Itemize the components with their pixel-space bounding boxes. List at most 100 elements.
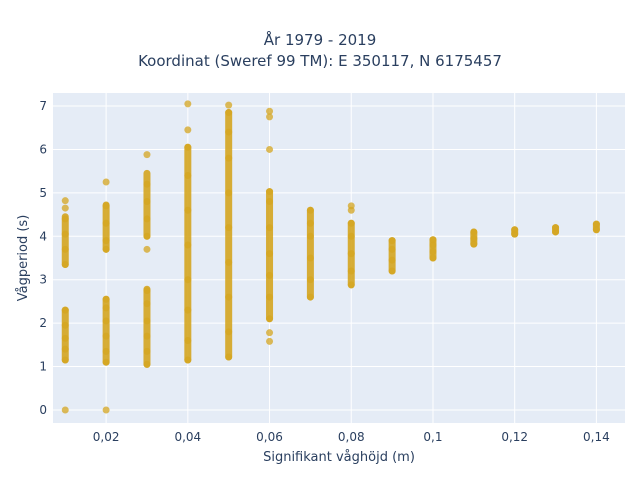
scatter-point (61, 245, 69, 253)
scatter-point (61, 345, 69, 353)
scatter-point (184, 356, 192, 364)
scatter-point (184, 306, 192, 314)
chart-title-line2: Koordinat (Sweref 99 TM): E 350117, N 61… (138, 52, 502, 70)
scatter-point (225, 189, 233, 197)
x-axis-title: Signifikant våghöjd (m) (263, 450, 415, 465)
scatter-point (184, 337, 192, 344)
scatter-point (184, 276, 192, 284)
scatter-point (306, 276, 314, 284)
scatter-point (61, 261, 69, 269)
scatter-point (184, 143, 192, 151)
scatter-point (470, 234, 478, 242)
scatter-point (266, 107, 274, 115)
scatter-point (266, 224, 274, 232)
scatter-point (225, 258, 233, 266)
y-tick-label: 2 (39, 316, 47, 330)
y-tick-label: 4 (39, 229, 47, 243)
scatter-point (102, 202, 110, 210)
scatter-point (347, 250, 355, 258)
scatter-point (184, 126, 192, 134)
scatter-point (102, 406, 110, 414)
scatter-point (61, 230, 69, 238)
x-tick-label: 0,04 (174, 430, 201, 444)
scatter-point (266, 113, 274, 121)
scatter-point (184, 241, 192, 249)
scatter-point (225, 101, 233, 109)
scatter-point (225, 109, 233, 117)
scatter-point (388, 237, 396, 245)
scatter-point (184, 172, 192, 179)
y-tick-label: 3 (39, 273, 47, 287)
scatter-point (102, 237, 110, 245)
y-tick-label: 7 (39, 99, 47, 113)
scatter-point (102, 295, 110, 303)
y-tick-label: 5 (39, 186, 47, 200)
y-tick-label: 1 (39, 360, 47, 374)
y-axis-title: Vågperiod (s) (16, 215, 31, 302)
scatter-point (225, 128, 233, 136)
data-marks (61, 100, 600, 414)
scatter-point (225, 293, 233, 301)
scatter-point (347, 202, 355, 210)
scatter-point (266, 293, 274, 301)
scatter-point (184, 100, 192, 108)
scatter-point (61, 204, 69, 212)
scatter-point (266, 271, 274, 279)
scatter-point (429, 247, 437, 255)
scatter-point (143, 151, 151, 159)
x-tick-label: 0,14 (583, 430, 610, 444)
scatter-point (61, 197, 69, 205)
scatter-point (143, 300, 151, 308)
scatter-point (61, 334, 69, 342)
scatter-point (388, 267, 396, 275)
scatter-point (143, 332, 151, 340)
scatter-point (511, 226, 519, 234)
scatter-point (388, 245, 396, 253)
y-tick-label: 6 (39, 142, 47, 156)
scatter-point (102, 219, 110, 227)
scatter-point (347, 267, 355, 275)
scatter-point (61, 406, 69, 414)
scatter-point (266, 145, 274, 153)
scatter-point (266, 198, 274, 206)
scatter-point (61, 215, 69, 223)
x-tick-label: 0,12 (501, 430, 528, 444)
scatter-point (347, 281, 355, 289)
scatter-point (470, 240, 478, 248)
chart-title: År 1979 - 2019 Koordinat (Sweref 99 TM):… (0, 30, 640, 72)
scatter-point (470, 228, 478, 236)
scatter-point (143, 347, 151, 355)
scatter-point (143, 287, 151, 295)
scatter-point (143, 317, 151, 325)
scatter-point (429, 254, 437, 262)
scatter-point (102, 317, 110, 325)
scatter-point (102, 332, 110, 340)
scatter-point (102, 347, 110, 355)
scatter-point (429, 236, 437, 244)
scatter-point (102, 304, 110, 312)
scatter-point (388, 256, 396, 264)
scatter-point (592, 220, 600, 228)
scatter-point (143, 215, 151, 223)
scatter-point (61, 356, 69, 364)
scatter-point (306, 219, 314, 227)
scatter-point (266, 188, 274, 196)
scatter-point (143, 198, 151, 206)
scatter-point (102, 245, 110, 253)
x-tick-label: 0,08 (338, 430, 365, 444)
scatter-point (592, 226, 600, 234)
scatter-point (306, 293, 314, 301)
scatter-point (225, 224, 233, 232)
scatter-point (306, 232, 314, 240)
scatter-point (184, 206, 192, 214)
scatter-point (102, 358, 110, 366)
scatter-point (143, 245, 151, 253)
scatter-point (266, 250, 274, 258)
scatter-point (61, 321, 69, 329)
scatter-point (266, 329, 274, 337)
scatter-point (225, 154, 233, 162)
scatter-point (347, 232, 355, 240)
y-tick-label: 0 (39, 403, 47, 417)
scatter-point (143, 232, 151, 240)
